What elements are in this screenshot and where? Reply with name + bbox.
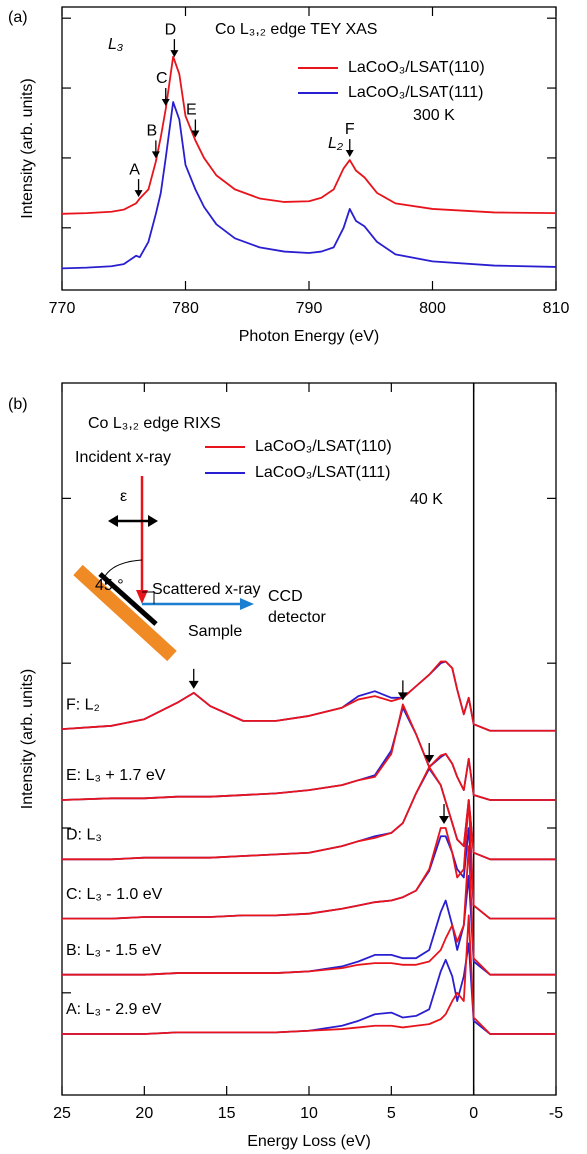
legend-label: LaCoO₃/LSAT(111) [348,84,483,101]
xas-line [61,55,557,215]
arrow-head [240,598,254,610]
chart-title: Co L₃,₂ edge TEY XAS [215,21,377,38]
spectrum-label: A: L₃ - 2.9 eV [66,1001,162,1018]
x-tick-label: -5 [549,1105,563,1122]
x-tick-label: 780 [172,300,199,317]
x-tick-label: 800 [419,300,446,317]
inset-schematic [73,476,254,662]
rixs-line [62,827,556,920]
arrow-head [439,816,450,824]
x-tick-label: 20 [135,1105,153,1122]
temperature-note: 300 K [413,107,455,124]
x-tick-label: 10 [300,1105,318,1122]
arrow-head [424,755,435,764]
x-tick-label: 0 [469,1105,478,1122]
plot-frame [61,382,557,1096]
peak-letter: A [129,161,140,178]
rixs-line [62,766,556,861]
arrow-head [151,151,160,159]
angle-arc [103,559,143,579]
arrow-head [188,680,199,689]
arrow-head [397,692,408,701]
legend-label: LaCoO₃/LSAT(110) [255,438,392,455]
right-angle [142,591,155,604]
rixs-line [61,660,556,732]
inset-label: Incident x-ray [75,449,171,466]
y-axis-label: Intensity (arb. units) [19,78,36,219]
x-axis-label: Photon Energy (eV) [239,328,380,345]
chart-title: Co L₃,₂ edge RIXS [88,415,221,432]
inset-label: Sample [188,623,242,640]
peak-letter: F [345,121,355,138]
rixs-line [62,914,556,1035]
y-axis-label: Intensity (arb. units) [19,669,36,810]
arrow-head [136,590,148,604]
x-axis-label: Energy Loss (eV) [247,1133,371,1150]
rixs-line [62,845,556,976]
rixs-line [62,799,556,920]
substrate [73,564,177,662]
sample-film [98,572,158,626]
edge-label: L₂ [328,135,343,152]
inset-label: Scattered x-ray [152,581,260,598]
x-tick-label: 770 [49,300,76,317]
inset-label: ε [120,488,127,505]
inset-label: CCD [268,588,303,605]
arrow-head [148,515,158,527]
peak-letter: C [156,70,168,87]
plot-frame [61,6,557,291]
inset-label: detector [268,609,326,626]
panel-label: (a) [8,9,28,26]
temperature-note: 40 K [410,491,443,508]
spectrum-label: B: L₃ - 1.5 eV [66,942,162,959]
peak-letter: D [165,21,177,38]
peak-letter: E [186,102,197,119]
legend-label: LaCoO₃/LSAT(110) [348,59,485,76]
spectrum-label: C: L₃ - 1.0 eV [66,886,163,903]
spectrum-label: E: L₃ + 1.7 eV [66,767,166,784]
edge-label: L₃ [108,36,123,53]
arrow-head [161,99,170,107]
rixs-line [61,703,556,801]
legend-label: LaCoO₃/LSAT(111) [255,464,390,481]
x-tick-label: 810 [543,300,570,317]
xas-line [61,101,557,270]
arrow-head [134,190,143,198]
panel-label: (b) [8,396,28,413]
arrow-head [170,50,179,58]
x-tick-label: 790 [296,300,323,317]
arrow-head [108,515,118,527]
x-tick-label: 15 [218,1105,236,1122]
arrow-head [345,150,354,158]
arrow-head [191,130,200,138]
inset-label: 45 ° [95,577,124,594]
x-tick-label: 25 [53,1105,71,1122]
spectrum-label: D: L₃ [66,827,102,844]
x-tick-label: 5 [387,1105,396,1122]
spectrum-label: F: L₂ [66,696,100,713]
peak-letter: B [147,123,158,140]
